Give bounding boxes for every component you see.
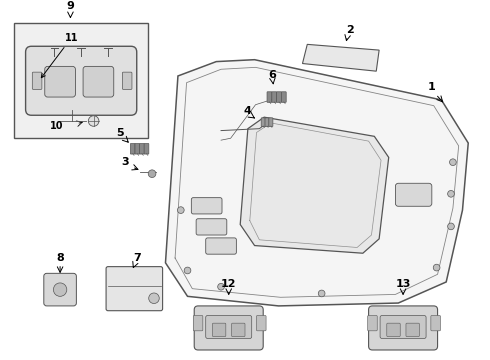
FancyBboxPatch shape (213, 323, 226, 337)
Circle shape (53, 283, 67, 296)
FancyBboxPatch shape (232, 323, 245, 337)
Circle shape (88, 116, 99, 126)
Circle shape (433, 264, 440, 271)
FancyBboxPatch shape (32, 72, 42, 89)
Text: 13: 13 (395, 279, 411, 289)
Text: 1: 1 (428, 82, 436, 93)
FancyBboxPatch shape (122, 72, 132, 89)
Text: 7: 7 (133, 253, 141, 263)
FancyBboxPatch shape (387, 323, 400, 337)
FancyBboxPatch shape (130, 144, 135, 154)
Circle shape (318, 290, 325, 297)
FancyBboxPatch shape (395, 183, 432, 206)
FancyBboxPatch shape (277, 92, 281, 102)
Text: 9: 9 (67, 1, 74, 11)
Text: 3: 3 (122, 157, 129, 167)
FancyBboxPatch shape (83, 66, 114, 97)
Text: 2: 2 (346, 25, 354, 35)
FancyBboxPatch shape (44, 273, 76, 306)
Circle shape (448, 223, 454, 230)
FancyBboxPatch shape (261, 118, 265, 126)
FancyBboxPatch shape (144, 144, 149, 154)
Polygon shape (166, 60, 468, 306)
FancyBboxPatch shape (192, 198, 222, 214)
Text: 12: 12 (221, 279, 237, 289)
FancyBboxPatch shape (406, 323, 419, 337)
FancyBboxPatch shape (135, 144, 140, 154)
FancyBboxPatch shape (368, 315, 377, 331)
Circle shape (148, 170, 156, 177)
Circle shape (449, 159, 456, 166)
Text: 4: 4 (244, 106, 252, 116)
Polygon shape (302, 44, 379, 71)
Circle shape (184, 267, 191, 274)
Text: 10: 10 (50, 121, 64, 131)
Circle shape (177, 207, 184, 213)
FancyBboxPatch shape (380, 315, 426, 338)
Circle shape (148, 293, 159, 303)
FancyBboxPatch shape (106, 267, 163, 311)
FancyBboxPatch shape (194, 306, 263, 350)
FancyBboxPatch shape (140, 144, 144, 154)
Text: 6: 6 (268, 70, 276, 80)
FancyBboxPatch shape (193, 315, 203, 331)
FancyBboxPatch shape (281, 92, 286, 102)
Circle shape (448, 190, 454, 197)
Text: 11: 11 (41, 32, 78, 78)
FancyBboxPatch shape (269, 118, 273, 126)
Circle shape (218, 283, 224, 290)
FancyBboxPatch shape (206, 315, 252, 338)
FancyBboxPatch shape (45, 66, 75, 97)
FancyBboxPatch shape (267, 92, 272, 102)
FancyBboxPatch shape (431, 315, 441, 331)
FancyBboxPatch shape (265, 118, 269, 126)
FancyBboxPatch shape (206, 238, 236, 254)
Text: 8: 8 (56, 253, 64, 263)
FancyBboxPatch shape (256, 315, 266, 331)
FancyBboxPatch shape (272, 92, 277, 102)
Bar (14, 23, 148, 138)
Polygon shape (240, 117, 389, 253)
FancyBboxPatch shape (25, 46, 137, 115)
FancyBboxPatch shape (368, 306, 438, 350)
Text: 5: 5 (117, 128, 124, 138)
FancyBboxPatch shape (196, 219, 227, 235)
